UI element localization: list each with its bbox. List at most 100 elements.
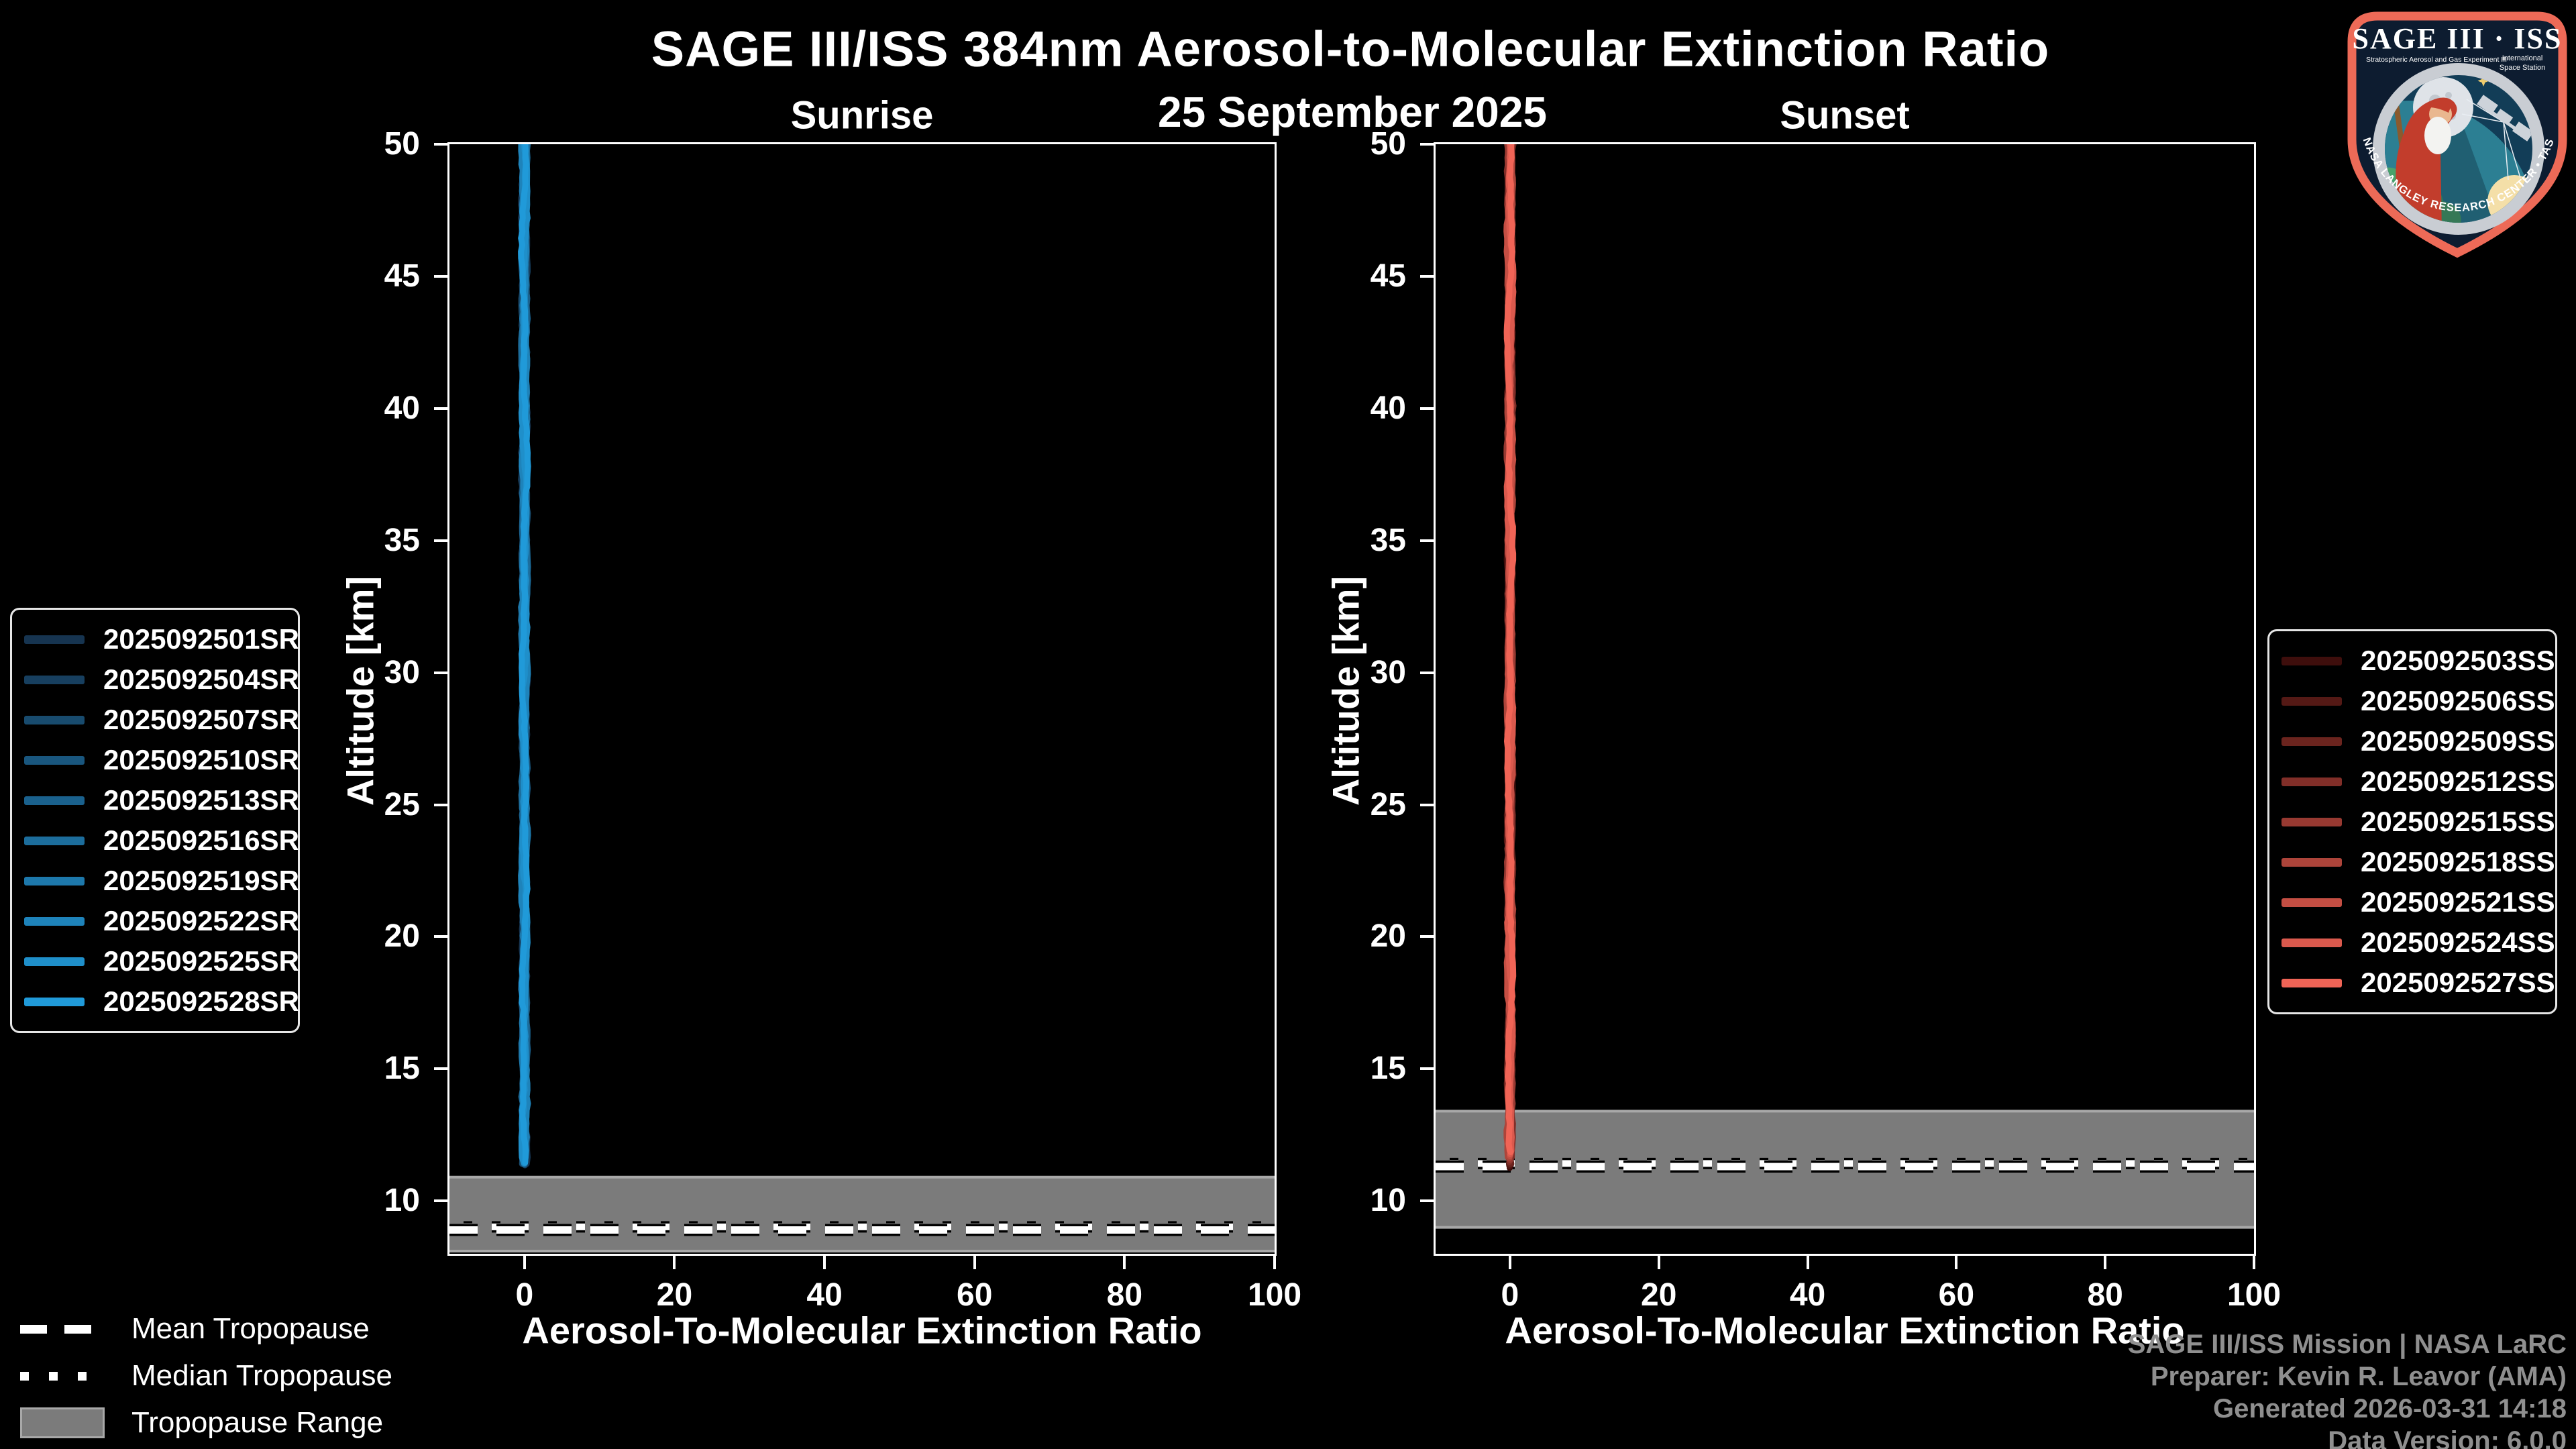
sunrise-legend-item: 2025092519SR	[24, 861, 299, 901]
sunset-y-tick-label-35: 35	[1370, 522, 1406, 558]
sunrise-x-tick-label-40: 40	[806, 1277, 843, 1313]
sunset-tropopause-range-band	[1436, 1111, 2254, 1228]
sunset-y-tick-label-50: 50	[1370, 126, 1406, 162]
sunrise-legend-item: 2025092507SR	[24, 700, 299, 740]
sunrise-legend-label: 2025092510SR	[103, 744, 299, 775]
attribution-mission: SAGE III/ISS Mission | NASA LaRC	[2127, 1330, 2567, 1359]
legend-row-median-tropopause: Median Tropopause	[20, 1352, 392, 1399]
sunrise-y-tick-label-40: 40	[384, 390, 420, 426]
sunset-x-tick-label-40: 40	[1789, 1277, 1826, 1313]
sunset-x-tick-label-20: 20	[1641, 1277, 1677, 1313]
sunrise-legend-swatch	[24, 755, 85, 765]
sunrise-profile-2025092528SR	[518, 144, 531, 1166]
sunset-plot-area	[1436, 144, 2254, 1229]
sunset-legend-item: 2025092512SS	[2282, 761, 2555, 802]
sunrise-y-tick-35	[434, 539, 447, 542]
sunrise-x-tick-label-20: 20	[656, 1277, 693, 1313]
median-tropopause-label: Median Tropopause	[131, 1359, 392, 1392]
sunrise-legend-label: 2025092516SR	[103, 824, 299, 856]
sunset-profile-2025092527SS	[1503, 144, 1517, 1155]
sunrise-y-axis-label: Altitude [km]	[339, 576, 382, 806]
attribution-generated: Generated 2026-03-31 14:18	[2213, 1394, 2567, 1424]
figure-title: SAGE III/ISS 384nm Aerosol-to-Molecular …	[651, 21, 2050, 77]
sunrise-legend-label: 2025092519SR	[103, 865, 299, 896]
legend-row-tropopause-range: Tropopause Range	[20, 1399, 392, 1446]
median-tropopause-dot-swatch	[20, 1371, 105, 1381]
logo-subtitle-international: International	[2502, 54, 2543, 62]
sunset-y-tick-label-10: 10	[1370, 1183, 1406, 1219]
legend-row-mean-tropopause: Mean Tropopause	[20, 1305, 392, 1352]
sunrise-legend-item: 2025092528SR	[24, 981, 299, 1022]
sunset-y-tick-50	[1420, 143, 1434, 146]
sunrise-y-tick-label-15: 15	[384, 1051, 420, 1087]
sunrise-x-tick-label-0: 0	[515, 1277, 534, 1313]
sunrise-legend-swatch	[24, 957, 85, 966]
sunrise-legend-swatch	[24, 796, 85, 805]
sunset-x-tick-0	[1508, 1256, 1511, 1269]
sunrise-event-legend: 2025092501SR 2025092504SR 2025092507SR 2025…	[10, 608, 300, 1033]
sunset-y-tick-label-20: 20	[1370, 918, 1406, 955]
sunset-legend-item: 2025092509SS	[2282, 721, 2555, 761]
sunrise-legend-swatch	[24, 635, 85, 644]
attribution-preparer: Preparer: Kevin R. Leavor (AMA)	[2150, 1362, 2567, 1391]
sunrise-x-tick-40	[823, 1256, 826, 1269]
sunrise-legend-item: 2025092513SR	[24, 780, 299, 820]
mean-tropopause-label: Mean Tropopause	[131, 1312, 370, 1345]
sunrise-legend-label: 2025092522SR	[103, 905, 299, 936]
logo-subtitle-space-station: Space Station	[2500, 64, 2546, 72]
sunrise-x-tick-100	[1273, 1256, 1276, 1269]
sunrise-y-tick-label-50: 50	[384, 126, 420, 162]
sunrise-y-tick-25	[434, 803, 447, 806]
sunrise-x-tick-label-60: 60	[957, 1277, 993, 1313]
sunset-legend-label: 2025092527SS	[2361, 967, 2555, 998]
sunset-x-tick-60	[1955, 1256, 1958, 1269]
sunset-x-tick-40	[1806, 1256, 1809, 1269]
sunrise-y-tick-20	[434, 935, 447, 938]
sunset-y-tick-45	[1420, 274, 1434, 278]
sunset-legend-item: 2025092506SS	[2282, 681, 2555, 721]
sunrise-legend-swatch	[24, 997, 85, 1006]
sunrise-legend-swatch	[24, 876, 85, 885]
panel-sunrise	[447, 142, 1277, 1256]
sunset-y-tick-35	[1420, 539, 1434, 542]
tropopause-range-label: Tropopause Range	[131, 1406, 384, 1439]
tropopause-range-swatch	[20, 1407, 105, 1438]
attribution-data-version: Data Version: 6.0.0	[2328, 1426, 2567, 1449]
sunrise-legend-item: 2025092522SR	[24, 901, 299, 941]
sunset-y-tick-label-15: 15	[1370, 1051, 1406, 1087]
sunrise-y-tick-label-35: 35	[384, 522, 420, 558]
sunset-y-tick-label-25: 25	[1370, 786, 1406, 822]
sunrise-y-tick-40	[434, 407, 447, 410]
sage-iii-iss-logo: SAGE III · ISS Stratospheric Aerosol and…	[2343, 7, 2567, 258]
sunrise-legend-item: 2025092504SR	[24, 659, 299, 700]
sunrise-legend-label: 2025092507SR	[103, 704, 299, 735]
sunset-legend-item: 2025092521SS	[2282, 882, 2555, 922]
sunset-legend-label: 2025092509SS	[2361, 725, 2555, 757]
sunset-legend-label: 2025092506SS	[2361, 685, 2555, 716]
sunrise-x-axis-label: Aerosol-To-Molecular Extinction Ratio	[522, 1309, 1202, 1352]
sunrise-x-tick-label-80: 80	[1106, 1277, 1143, 1313]
sunrise-x-tick-label-100: 100	[1247, 1277, 1302, 1313]
sunset-legend-label: 2025092512SS	[2361, 765, 2555, 797]
sunrise-y-tick-label-30: 30	[384, 654, 420, 690]
sunset-legend-swatch	[2282, 857, 2342, 867]
sunset-legend-swatch	[2282, 817, 2342, 826]
sunset-legend-swatch	[2282, 978, 2342, 987]
sunset-x-axis-label: Aerosol-To-Molecular Extinction Ratio	[1505, 1309, 2185, 1352]
sunrise-plot-area	[449, 144, 1275, 1253]
sunrise-legend-label: 2025092504SR	[103, 663, 299, 695]
sunrise-legend-label: 2025092525SR	[103, 945, 299, 977]
sunset-legend-swatch	[2282, 656, 2342, 665]
logo-earth	[2385, 101, 2532, 223]
sunrise-y-tick-label-25: 25	[384, 786, 420, 822]
sunrise-x-tick-20	[673, 1256, 676, 1269]
attribution-block: SAGE III/ISS Mission | NASA LaRC Prepare…	[2128, 1328, 2567, 1449]
sunset-x-tick-label-0: 0	[1501, 1277, 1519, 1313]
sunrise-y-tick-label-10: 10	[384, 1183, 420, 1219]
sunset-legend-swatch	[2282, 696, 2342, 706]
sunrise-y-tick-15	[434, 1067, 447, 1071]
sunrise-legend-swatch	[24, 675, 85, 684]
sunset-legend-swatch	[2282, 898, 2342, 907]
sunset-event-legend: 2025092503SS 2025092506SS 2025092509SS 2025…	[2267, 629, 2557, 1014]
sunrise-legend-label: 2025092528SR	[103, 985, 299, 1017]
